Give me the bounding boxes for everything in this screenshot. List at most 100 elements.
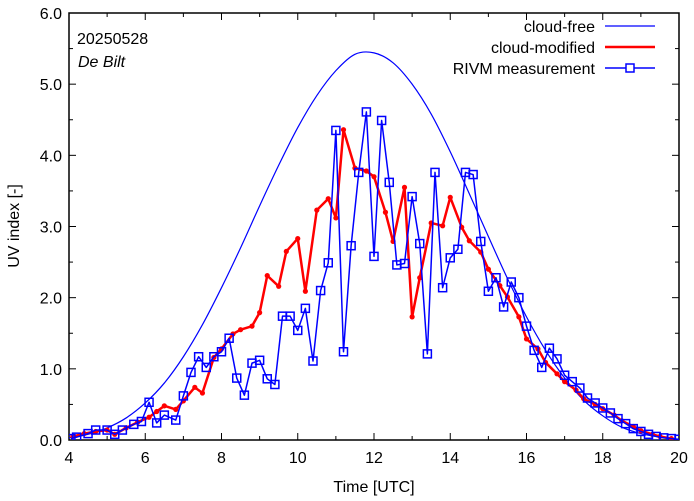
data-point-rivm-measurement	[254, 355, 265, 366]
data-point-rivm-measurement	[376, 115, 387, 126]
data-point-cloud-modified	[237, 327, 244, 333]
data-point-rivm-measurement	[498, 302, 509, 312]
data-point-cloud-modified	[161, 403, 167, 409]
data-point-rivm-measurement	[71, 432, 82, 440]
data-point-rivm-measurement	[224, 333, 234, 343]
date-annotation: 20250528	[77, 31, 148, 48]
data-point-rivm-measurement	[239, 390, 250, 400]
data-point-rivm-measurement	[537, 362, 547, 373]
data-point-cloud-modified	[325, 196, 331, 202]
data-point-rivm-measurement	[270, 379, 280, 390]
data-point-cloud-modified	[401, 184, 408, 190]
data-point-rivm-measurement	[186, 367, 196, 378]
x-tick-label: 10	[289, 450, 307, 467]
data-point-cloud-modified	[340, 127, 347, 133]
data-point-rivm-measurement	[567, 376, 577, 387]
data-point-cloud-modified	[382, 209, 389, 215]
data-point-rivm-measurement	[323, 258, 333, 268]
x-tick-label: 6	[141, 450, 150, 467]
data-point-cloud-modified	[409, 314, 415, 320]
data-point-rivm-measurement	[605, 408, 616, 418]
data-point-rivm-measurement	[285, 311, 295, 321]
data-point-rivm-measurement	[361, 107, 372, 117]
data-point-rivm-measurement	[90, 425, 101, 435]
y-tick-label: 3.0	[40, 220, 62, 237]
series-line-rivm-measurement	[70, 111, 679, 440]
data-point-rivm-measurement	[171, 415, 181, 425]
data-point-rivm-measurement	[521, 321, 532, 331]
data-point-rivm-measurement	[407, 191, 417, 202]
data-point-cloud-modified	[192, 384, 198, 390]
data-point-rivm-measurement	[575, 383, 585, 393]
data-point-rivm-measurement	[506, 277, 516, 287]
data-point-cloud-modified	[485, 266, 491, 272]
x-tick-label: 18	[594, 450, 612, 467]
legend-label-cloud-free: cloud-free	[524, 19, 595, 36]
data-point-rivm-measurement	[232, 373, 242, 383]
x-tick-label: 8	[217, 450, 226, 467]
data-point-cloud-modified	[302, 288, 308, 294]
legend: cloud-free cloud-modified RIVM measureme…	[453, 19, 655, 78]
data-point-rivm-measurement	[445, 253, 455, 263]
data-point-rivm-measurement	[529, 345, 539, 356]
data-point-rivm-measurement	[674, 434, 679, 440]
data-point-cloud-modified	[417, 275, 423, 281]
x-axis-title: Time [UTC]	[333, 479, 414, 496]
x-tick-label: 16	[518, 450, 536, 467]
data-point-rivm-measurement	[514, 292, 524, 303]
data-point-cloud-modified	[314, 207, 320, 213]
data-point-cloud-modified	[440, 223, 446, 229]
data-point-cloud-modified	[146, 414, 152, 420]
data-point-rivm-measurement	[430, 167, 440, 178]
data-point-rivm-measurement	[178, 391, 189, 401]
data-point-cloud-modified	[523, 336, 530, 342]
data-point-rivm-measurement	[193, 351, 204, 362]
data-point-cloud-modified	[371, 174, 377, 180]
data-point-rivm-measurement	[399, 258, 410, 269]
data-point-rivm-measurement	[384, 177, 394, 188]
data-point-cloud-modified	[466, 238, 472, 244]
y-tick-label: 5.0	[40, 77, 62, 94]
data-point-rivm-measurement	[293, 325, 303, 336]
x-tick-label: 14	[441, 450, 459, 467]
data-point-rivm-measurement	[476, 236, 486, 247]
data-point-cloud-modified	[562, 379, 568, 385]
data-point-cloud-modified	[363, 168, 369, 174]
data-point-rivm-measurement	[136, 416, 147, 427]
data-point-cloud-modified	[249, 323, 255, 329]
data-point-rivm-measurement	[315, 285, 326, 296]
x-tick-label: 4	[65, 450, 74, 467]
data-point-rivm-measurement	[590, 398, 600, 408]
legend-label-cloud-modified: cloud-modified	[491, 40, 595, 57]
data-point-cloud-modified	[283, 248, 289, 255]
data-point-rivm-measurement	[331, 125, 341, 136]
data-point-rivm-measurement	[262, 374, 272, 384]
data-point-rivm-measurement	[151, 418, 162, 428]
data-point-rivm-measurement	[144, 397, 154, 408]
data-point-rivm-measurement	[559, 370, 570, 380]
data-point-rivm-measurement	[582, 393, 593, 403]
x-tick-label: 20	[670, 450, 688, 467]
data-point-rivm-measurement	[209, 351, 219, 362]
location-annotation: De Bilt	[78, 54, 126, 71]
data-point-cloud-modified	[333, 215, 339, 221]
data-point-rivm-measurement	[468, 169, 478, 180]
x-tick-label: 12	[365, 450, 383, 467]
data-point-cloud-modified	[257, 310, 263, 316]
y-tick-label: 0.0	[40, 433, 62, 450]
data-point-cloud-modified	[264, 273, 270, 279]
data-point-rivm-measurement	[308, 356, 318, 366]
data-point-rivm-measurement	[369, 251, 379, 262]
data-point-cloud-modified	[516, 314, 522, 320]
y-axis-title: UV index [-]	[6, 184, 23, 268]
data-point-rivm-measurement	[544, 343, 555, 353]
data-point-cloud-modified	[554, 371, 560, 377]
series-rivm-measurement	[69, 107, 679, 440]
data-point-rivm-measurement	[453, 244, 463, 255]
data-point-rivm-measurement	[415, 238, 425, 249]
data-point-cloud-modified	[154, 408, 160, 415]
y-tick-label: 4.0	[40, 148, 62, 165]
data-point-cloud-modified	[173, 406, 179, 412]
data-point-rivm-measurement	[354, 167, 364, 178]
data-point-rivm-measurement	[620, 418, 631, 429]
